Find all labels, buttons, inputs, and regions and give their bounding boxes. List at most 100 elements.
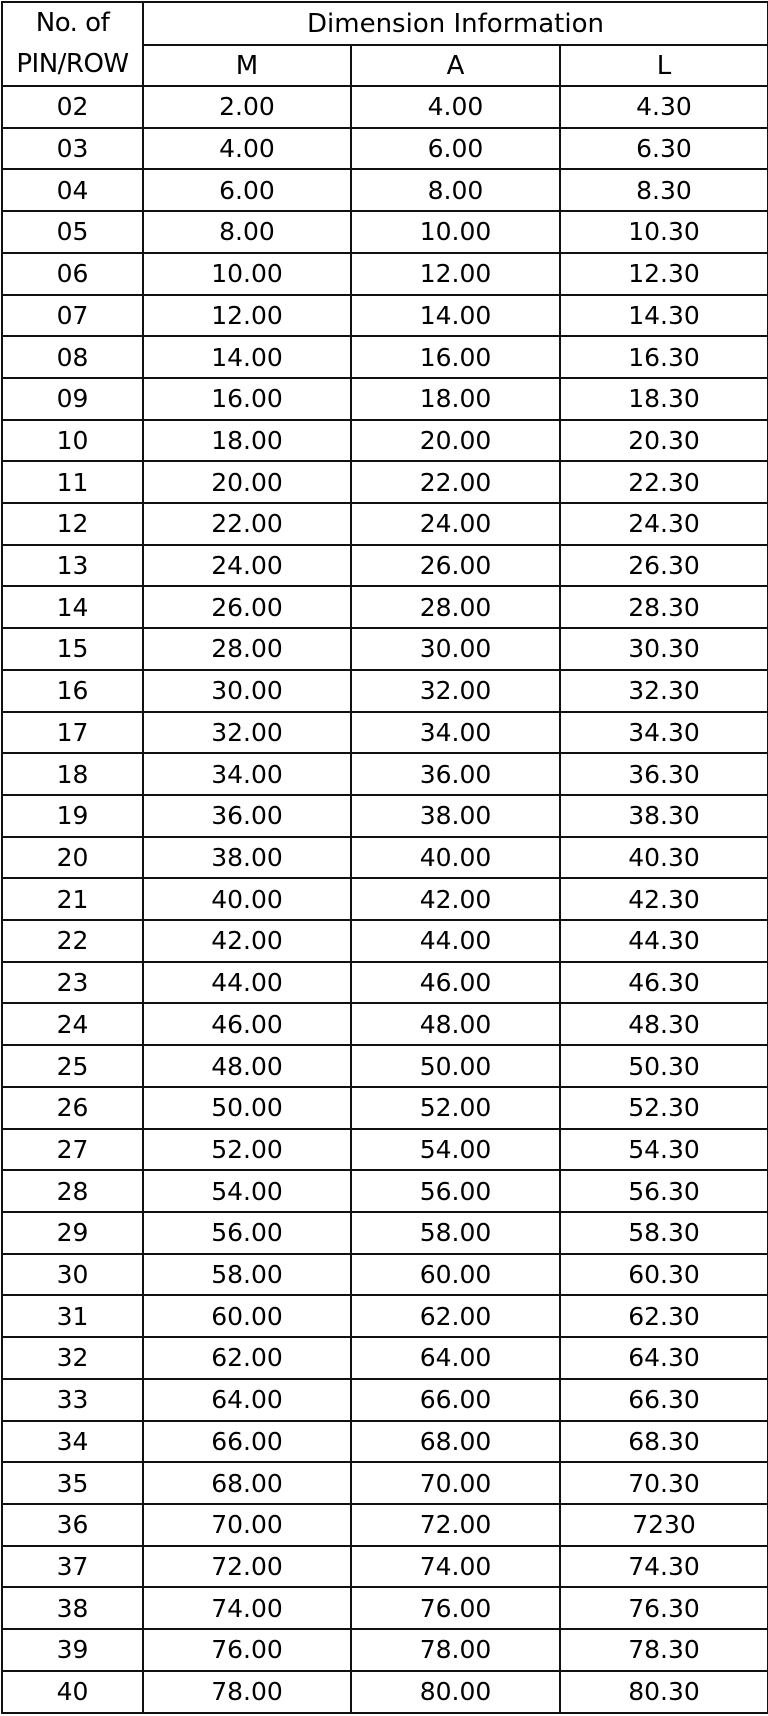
a-cell: 44.00 xyxy=(350,919,561,963)
column-header-m: M xyxy=(142,44,352,87)
l-cell: 78.30 xyxy=(559,1628,768,1672)
a-cell: 50.00 xyxy=(350,1044,561,1088)
l-cell: 12.30 xyxy=(559,251,768,296)
a-cell: 16.00 xyxy=(350,335,561,379)
pin-count-cell: 09 xyxy=(1,376,144,421)
l-cell: 8.30 xyxy=(559,168,768,213)
pin-count-cell: 26 xyxy=(1,1085,144,1130)
a-cell: 42.00 xyxy=(350,877,561,922)
l-cell: 10.30 xyxy=(559,210,768,254)
m-cell: 46.00 xyxy=(142,1002,352,1047)
pin-count-cell: 18 xyxy=(1,752,144,796)
a-cell: 22.00 xyxy=(350,460,561,505)
a-cell: 78.00 xyxy=(350,1628,561,1672)
pin-count-cell: 29 xyxy=(1,1210,144,1255)
pin-count-cell: 15 xyxy=(1,627,144,671)
table-row: 16 30.00 32.00 32.30 xyxy=(1,668,768,713)
header-row-2: M A L xyxy=(2,44,768,87)
l-cell: 6.30 xyxy=(559,126,768,171)
pin-count-cell: 34 xyxy=(1,1419,144,1464)
pin-count-cell: 05 xyxy=(1,210,144,254)
l-cell: 16.30 xyxy=(559,335,768,379)
a-cell: 20.00 xyxy=(350,418,561,463)
l-cell: 22.30 xyxy=(559,460,768,505)
m-cell: 2.00 xyxy=(142,85,352,129)
pin-count-cell: 32 xyxy=(1,1336,144,1380)
a-cell: 60.00 xyxy=(350,1252,561,1297)
pin-count-cell: 30 xyxy=(1,1252,144,1297)
table-row: 09 16.00 18.00 18.30 xyxy=(1,376,768,421)
l-cell: 66.30 xyxy=(559,1377,768,1422)
m-cell: 48.00 xyxy=(142,1044,352,1088)
a-cell: 52.00 xyxy=(350,1085,561,1130)
m-cell: 42.00 xyxy=(142,919,352,963)
a-cell: 58.00 xyxy=(350,1210,561,1255)
pin-count-cell: 37 xyxy=(1,1544,144,1589)
l-cell: 44.30 xyxy=(559,919,768,963)
table-row: 20 38.00 40.00 40.30 xyxy=(1,835,768,880)
a-cell: 80.00 xyxy=(350,1669,561,1715)
l-cell: 62.30 xyxy=(559,1294,768,1339)
pin-count-cell: 38 xyxy=(1,1586,144,1631)
a-cell: 10.00 xyxy=(350,210,561,254)
l-cell: 48.30 xyxy=(559,1002,768,1047)
a-cell: 12.00 xyxy=(350,251,561,296)
pin-count-cell: 03 xyxy=(1,126,144,171)
m-cell: 40.00 xyxy=(142,877,352,922)
l-cell: 80.30 xyxy=(559,1669,768,1715)
l-cell: 7230 xyxy=(559,1502,768,1547)
table-row: 25 48.00 50.00 50.30 xyxy=(1,1044,768,1088)
m-cell: 52.00 xyxy=(142,1127,352,1172)
pin-count-cell: 22 xyxy=(1,919,144,963)
m-cell: 26.00 xyxy=(142,585,352,630)
table-row: 10 18.00 20.00 20.30 xyxy=(1,418,768,463)
m-cell: 30.00 xyxy=(142,668,352,713)
a-cell: 26.00 xyxy=(350,543,561,588)
pin-count-cell: 04 xyxy=(1,168,144,213)
a-cell: 68.00 xyxy=(350,1419,561,1464)
m-cell: 22.00 xyxy=(142,502,352,546)
m-cell: 50.00 xyxy=(142,1085,352,1130)
a-cell: 34.00 xyxy=(350,710,561,755)
a-cell: 40.00 xyxy=(350,835,561,880)
pin-count-cell: 40 xyxy=(1,1669,144,1715)
l-cell: 42.30 xyxy=(559,877,768,922)
l-cell: 46.30 xyxy=(559,960,768,1005)
m-cell: 34.00 xyxy=(142,752,352,796)
a-cell: 70.00 xyxy=(350,1461,561,1505)
m-cell: 66.00 xyxy=(142,1419,352,1464)
pin-count-cell: 12 xyxy=(1,502,144,546)
m-cell: 14.00 xyxy=(142,335,352,379)
table-row: 31 60.00 62.00 62.30 xyxy=(1,1294,768,1339)
m-cell: 18.00 xyxy=(142,418,352,463)
l-cell: 40.30 xyxy=(559,835,768,880)
l-cell: 32.30 xyxy=(559,668,768,713)
l-cell: 76.30 xyxy=(559,1586,768,1631)
m-cell: 16.00 xyxy=(142,376,352,421)
l-cell: 56.30 xyxy=(559,1169,768,1213)
l-cell: 24.30 xyxy=(559,502,768,546)
m-cell: 32.00 xyxy=(142,710,352,755)
dimension-information-header: Dimension Information xyxy=(142,1,768,46)
table-row: 32 62.00 64.00 64.30 xyxy=(1,1336,768,1380)
table-row: 07 12.00 14.00 14.30 xyxy=(1,293,768,338)
pin-count-cell: 06 xyxy=(1,251,144,296)
pin-count-cell: 23 xyxy=(1,960,144,1005)
table-row: 36 70.00 72.00 7230 xyxy=(1,1502,768,1547)
a-cell: 36.00 xyxy=(350,752,561,796)
m-cell: 78.00 xyxy=(142,1669,352,1715)
m-cell: 60.00 xyxy=(142,1294,352,1339)
m-cell: 76.00 xyxy=(142,1628,352,1672)
table-row: 35 68.00 70.00 70.30 xyxy=(1,1461,768,1505)
m-cell: 68.00 xyxy=(142,1461,352,1505)
l-cell: 54.30 xyxy=(559,1127,768,1172)
table-row: 14 26.00 28.00 28.30 xyxy=(1,585,768,630)
a-cell: 54.00 xyxy=(350,1127,561,1172)
m-cell: 44.00 xyxy=(142,960,352,1005)
a-cell: 38.00 xyxy=(350,793,561,838)
m-cell: 38.00 xyxy=(142,835,352,880)
m-cell: 70.00 xyxy=(142,1502,352,1547)
a-cell: 30.00 xyxy=(350,627,561,671)
m-cell: 62.00 xyxy=(142,1336,352,1380)
